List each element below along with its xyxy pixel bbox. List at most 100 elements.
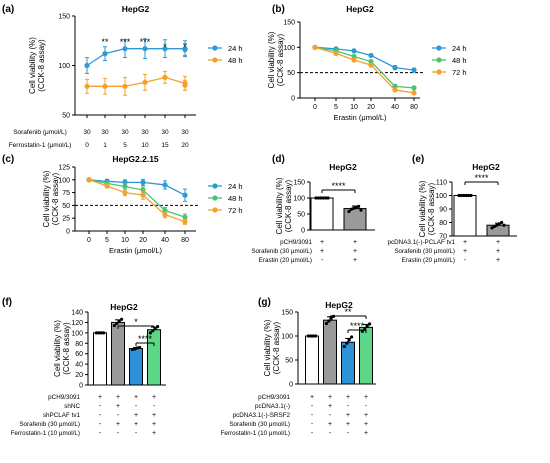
e-condition-label: pcDNA3.1(-)-PCLAF tv1 — [387, 239, 455, 246]
c-data-point — [182, 219, 188, 225]
g-replicate-point — [306, 334, 310, 338]
g-condition-sign: + — [364, 394, 368, 401]
d-condition-sign: - — [321, 257, 324, 264]
g-condition-sign: + — [328, 421, 332, 428]
e-y-tick-label: 100 — [435, 193, 447, 200]
b-y-label: Cell viability (%) — [267, 31, 276, 88]
c-y-tick-label: 75 — [62, 190, 70, 197]
g-condition-sign: - — [365, 403, 368, 410]
c-data-point — [182, 192, 188, 198]
d-bar — [310, 197, 334, 231]
panel-e-title: HepG2 — [472, 162, 500, 172]
e-y-label: Cell viability (%) — [418, 180, 427, 237]
f-condition-sign: + — [152, 394, 156, 401]
a-row-value: 5 — [123, 142, 127, 149]
g-condition-sign: + — [346, 412, 350, 419]
g-replicate-point — [350, 335, 354, 339]
g-condition-sign: + — [328, 394, 332, 401]
b-x-tick-label: 40 — [391, 104, 399, 111]
a-legend-label: 24 h — [228, 44, 243, 53]
e-replicate-point — [497, 222, 501, 226]
g-y-label-2: (CCK-8 assay) — [272, 321, 281, 374]
g-condition-sign: - — [311, 403, 314, 410]
c-legend-swatch-dot — [212, 195, 218, 201]
b-data-point — [392, 87, 398, 93]
b-data-point — [351, 48, 357, 54]
f-y-tick-label: 120 — [71, 320, 83, 327]
g-bar — [323, 319, 337, 385]
g-replicate-point — [345, 341, 349, 345]
a-row-value: 30 — [83, 129, 91, 136]
a-data-point — [102, 83, 108, 89]
g-y-tick-label: 0 — [289, 382, 293, 389]
d-condition-sign: + — [320, 248, 324, 255]
e-replicate-point — [459, 193, 463, 198]
c-legend-swatch-dot — [212, 207, 218, 213]
g-condition-sign: + — [364, 430, 368, 437]
c-data-point — [122, 190, 128, 196]
b-x-tick-label: 80 — [410, 104, 418, 111]
e-y-tick-label: 70 — [439, 234, 447, 241]
f-condition-sign: + — [98, 394, 102, 401]
panel-d-letter: (d) — [272, 154, 285, 165]
a-y-label-2: (CCK-8 assay) — [37, 39, 46, 92]
f-bar — [129, 348, 143, 386]
c-legend-label: 24 h — [228, 182, 243, 191]
a-data-point — [84, 83, 90, 89]
a-row-value: 30 — [181, 129, 189, 136]
d-condition-sign: + — [353, 257, 357, 264]
f-condition-sign: + — [116, 403, 120, 410]
f-condition-label: shNC — [64, 403, 80, 410]
b-x-label: Erastin (μmol/L) — [333, 113, 387, 122]
f-replicate-point — [156, 325, 160, 329]
f-y-tick-label: 80 — [75, 341, 83, 348]
panel-b-letter: (b) — [272, 4, 285, 15]
e-y-tick-label: 90 — [439, 207, 447, 214]
d-significance-mark: **** — [331, 181, 346, 191]
g-condition-sign: + — [310, 394, 314, 401]
d-replicate-point — [354, 206, 358, 210]
a-significance-mark: ** — [101, 37, 109, 47]
c-series-line-0 — [88, 179, 186, 196]
d-replicate-point — [321, 196, 325, 200]
f-condition-sign: - — [117, 412, 120, 419]
b-data-point — [333, 50, 339, 57]
a-series-line-1 — [87, 76, 186, 87]
d-replicate-point — [319, 196, 323, 200]
b-series-line-2 — [314, 46, 415, 94]
b-legend-swatch-dot — [436, 69, 442, 75]
b-data-point — [411, 90, 417, 96]
f-y-tick-label: 140 — [71, 310, 83, 317]
e-condition-label: Erastin (20 μmol/L) — [402, 257, 455, 264]
panel-e-letter: (e) — [412, 154, 424, 165]
e-bar — [486, 224, 510, 237]
e-condition-sign: + — [463, 239, 467, 246]
d-replicate-point — [352, 206, 356, 210]
f-replicate-point — [133, 347, 137, 351]
c-data-point — [140, 192, 146, 198]
g-condition-sign: + — [346, 394, 350, 401]
a-data-point — [102, 51, 108, 57]
panel-a-title: HepG2 — [122, 4, 150, 14]
d-condition-label: pCH9/3091 — [280, 239, 312, 246]
b-series-line-1 — [314, 46, 415, 89]
panel-c-title: HepG2.2.15 — [112, 154, 159, 164]
c-x-tick-label: 10 — [121, 237, 129, 244]
d-replicate-point — [316, 196, 320, 200]
e-replicate-point — [464, 193, 468, 198]
g-replicate-point — [368, 322, 372, 326]
a-data-point — [182, 82, 188, 88]
d-y-tick-label: 100 — [293, 196, 305, 203]
g-condition-sign: - — [311, 430, 314, 437]
g-condition-sign: + — [364, 421, 368, 428]
c-y-tick-label: 100 — [58, 177, 70, 184]
d-y-label: Cell viability (%) — [275, 177, 284, 234]
a-row-value: 15 — [161, 142, 169, 149]
b-y-label-2: (CCK-8 assay) — [276, 33, 285, 86]
e-replicate-point — [467, 193, 471, 198]
a-row-value: 1 — [103, 142, 107, 149]
b-data-point — [368, 62, 374, 68]
e-condition-label: Sorafenib (30 μmol/L) — [394, 248, 455, 255]
g-condition-sign: - — [329, 430, 332, 437]
b-y-tick-label: 0 — [291, 96, 295, 103]
